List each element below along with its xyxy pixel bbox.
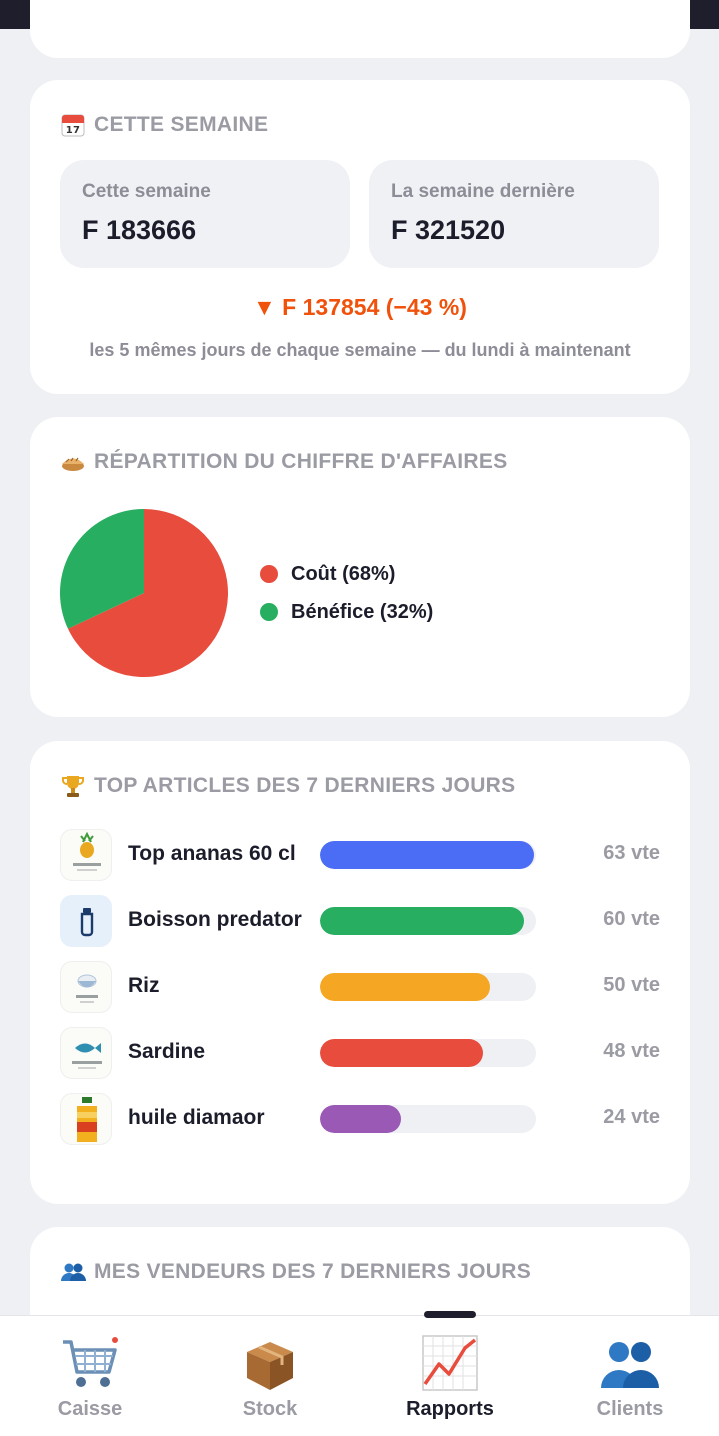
nav-label-caisse: Caisse (57, 1398, 123, 1420)
trophy-icon (62, 776, 84, 797)
fish-icon (60, 1027, 112, 1079)
box-icon (247, 1342, 293, 1390)
sales-bar-fill (320, 1039, 483, 1067)
week-summary-card: 17 CETTE SEMAINE Cette semaine F 183666 … (30, 80, 690, 394)
article-name: huile diamaor (128, 1106, 265, 1129)
people-icon (601, 1342, 659, 1388)
article-count: 24 vte (603, 1106, 660, 1128)
oil-bottle-icon (60, 1093, 112, 1145)
nav-label-stock: Stock (242, 1398, 298, 1420)
pie-legend: Coût (68%) Bénéfice (32%) (260, 555, 433, 631)
list-item[interactable]: huile diamaor 24 vte (60, 1093, 660, 1145)
cost-dot (260, 565, 278, 583)
active-tab-indicator (424, 1311, 476, 1318)
sales-bar-track (320, 907, 536, 935)
sales-bar-track (320, 841, 536, 869)
sales-bar-track (320, 1039, 536, 1067)
pie-icon (62, 457, 84, 471)
sales-bar-fill (320, 1105, 402, 1133)
sellers-title-text: MES VENDEURS DES 7 DERNIERS JOURS (94, 1260, 531, 1283)
rice-icon (60, 961, 112, 1013)
current-week-stat: Cette semaine F 183666 (60, 160, 350, 268)
pineapple-drink-icon (60, 829, 112, 881)
pie-slice-coût (67, 509, 228, 677)
list-item[interactable]: Boisson predator 60 vte (60, 895, 660, 947)
nav-item-clients[interactable]: Clients (560, 1334, 700, 1421)
revenue-pie-chart (60, 509, 228, 677)
nav-item-rapports[interactable]: Rapports (380, 1334, 520, 1421)
people-icon (61, 1263, 86, 1281)
article-name: Riz (128, 974, 160, 997)
list-item[interactable]: Top ananas 60 cl 63 vte (60, 829, 660, 881)
article-name: Top ananas 60 cl (128, 842, 296, 865)
top-articles-card: TOP ARTICLES DES 7 DERNIERS JOURS Top an… (30, 741, 690, 1204)
sales-bar-fill (320, 973, 490, 1001)
nav-item-stock[interactable]: Stock (200, 1334, 340, 1421)
sales-bar-track (320, 973, 536, 1001)
article-count: 48 vte (603, 1040, 660, 1062)
bottom-nav: Caisse Stock Rapports Clients (0, 1311, 719, 1436)
nav-item-caisse[interactable]: Caisse (20, 1334, 160, 1421)
pie-slice-bénéfice (60, 509, 145, 629)
sales-bar-fill (320, 907, 524, 935)
week-delta: ▼ F 137854 (−43 %) (253, 294, 467, 320)
article-name: Boisson predator (128, 908, 302, 931)
bottle-icon (60, 895, 112, 947)
chart-up-icon (422, 1335, 478, 1391)
sellers-section-title: MES VENDEURS DES 7 DERNIERS JOURS (60, 1259, 531, 1285)
legend-profit-label: Bénéfice (32%) (291, 600, 434, 623)
legend-cost-label: Coût (68%) (291, 562, 396, 585)
calendar-icon: 17 (61, 114, 85, 137)
article-count: 50 vte (603, 974, 660, 996)
profit-dot (260, 603, 278, 621)
article-count: 60 vte (603, 908, 660, 930)
article-count: 63 vte (603, 842, 660, 864)
svg-text:17: 17 (66, 125, 81, 136)
previous-week-stat: La semaine dernière F 321520 (369, 160, 659, 268)
sales-bar-fill (320, 841, 534, 869)
revenue-breakdown-card: RÉPARTITION DU CHIFFRE D'AFFAIRES Coût (… (30, 417, 690, 717)
week-note: les 5 mêmes jours de chaque semaine — du… (89, 340, 631, 360)
sales-bar-track (320, 1105, 536, 1133)
nav-label-clients: Clients (596, 1398, 664, 1420)
previous-week-value: F 321520 (391, 215, 506, 245)
previous-week-label: La semaine dernière (391, 181, 575, 202)
week-section-title: 17 CETTE SEMAINE (60, 112, 268, 138)
list-item[interactable]: Sardine 48 vte (60, 1027, 660, 1079)
top-articles-section-title: TOP ARTICLES DES 7 DERNIERS JOURS (60, 773, 515, 799)
article-name: Sardine (128, 1040, 206, 1063)
list-item[interactable]: Riz 50 vte (60, 961, 660, 1013)
week-title-text: CETTE SEMAINE (94, 113, 269, 136)
cart-icon (63, 1337, 118, 1387)
breakdown-title-text: RÉPARTITION DU CHIFFRE D'AFFAIRES (94, 450, 508, 473)
current-week-value: F 183666 (82, 215, 197, 245)
legend-item-profit: Bénéfice (32%) (260, 593, 433, 631)
previous-card (30, 0, 690, 58)
legend-item-cost: Coût (68%) (260, 555, 433, 593)
current-week-label: Cette semaine (82, 181, 211, 202)
nav-label-rapports: Rapports (406, 1398, 494, 1420)
top-articles-title-text: TOP ARTICLES DES 7 DERNIERS JOURS (94, 774, 516, 797)
breakdown-section-title: RÉPARTITION DU CHIFFRE D'AFFAIRES (60, 449, 508, 475)
